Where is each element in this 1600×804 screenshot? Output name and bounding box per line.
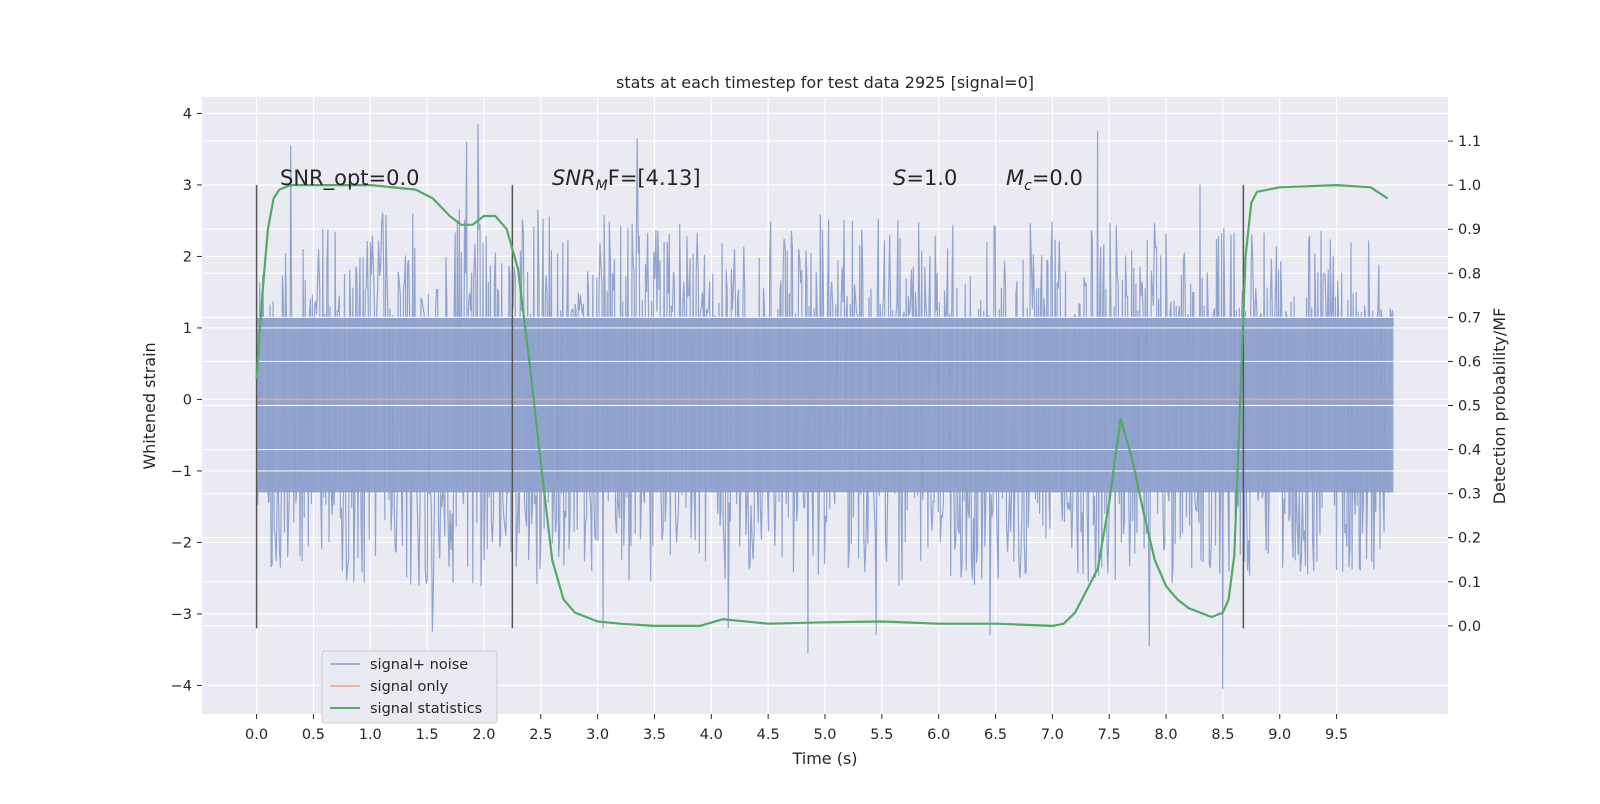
vertical-markers <box>255 184 1245 629</box>
annotation-snr-mf: SNRMF=[4.13] <box>552 166 701 194</box>
annotation-s-italic: S <box>893 166 906 190</box>
signal-statistics-series <box>255 184 1389 627</box>
y-tick-label-left: 2 <box>183 249 192 265</box>
y-tick-label-right: 0.0 <box>1458 619 1481 635</box>
x-tick-label: 2.5 <box>529 727 552 743</box>
annotation-s: S=1.0 <box>893 166 957 190</box>
series-line-signal-statistics <box>255 184 1389 627</box>
x-tick-label: 1.5 <box>416 727 439 743</box>
y-tick-label-right: 0.4 <box>1458 443 1481 459</box>
y-tick-label-right: 0.3 <box>1458 487 1481 503</box>
y-tick-label-right: 0.6 <box>1458 354 1481 370</box>
y-axis-label-left: Whitened strain <box>140 342 159 469</box>
annotation-snr-mf-italic: SNR <box>552 166 596 190</box>
x-tick-label: 4.0 <box>700 727 723 743</box>
annotation-mc-italic: M <box>1006 166 1024 190</box>
x-tick-label: 5.0 <box>813 727 836 743</box>
y-tick-label-right: 0.1 <box>1458 575 1481 591</box>
x-tick-label: 8.0 <box>1155 727 1178 743</box>
x-axis-ticks: 0.0 0.5 1.0 1.5 2.0 2.5 3.0 3.5 4.0 4.5 5.0 5.5 6.0 6… <box>245 714 1348 743</box>
y-tick-label-right: 1.1 <box>1458 134 1481 150</box>
x-axis-label: Time (s) <box>791 749 857 768</box>
x-tick-label: 1.0 <box>359 727 382 743</box>
y-tick-label-left: −4 <box>171 678 192 694</box>
y-tick-label-left: 1 <box>183 321 192 337</box>
y-tick-label-left: −1 <box>171 464 192 480</box>
y-tick-label-right: 0.8 <box>1458 266 1481 282</box>
annotation-snr-mf-rest: F=[4.13] <box>608 166 701 190</box>
chart-title: stats at each timestep for test data 292… <box>616 73 1034 92</box>
y-tick-label-right: 0.9 <box>1458 222 1481 238</box>
legend-box <box>321 650 498 724</box>
legend-label-signal-only: signal only <box>370 679 449 695</box>
x-tick-label: 3.0 <box>586 727 609 743</box>
y-tick-label-right: 0.5 <box>1458 399 1481 415</box>
y-tick-label-left: −2 <box>171 535 192 551</box>
annotation-s-rest: =1.0 <box>906 166 957 190</box>
y-tick-label-left: 0 <box>183 392 192 408</box>
y-tick-label-right: 1.0 <box>1458 178 1481 194</box>
signal-noise-series <box>256 124 1394 690</box>
annotation-mc-sub: c <box>1024 178 1032 194</box>
x-tick-label: 6.0 <box>927 727 950 743</box>
x-tick-label: 0.0 <box>245 727 268 743</box>
x-tick-label: 7.0 <box>1041 727 1064 743</box>
x-tick-label: 9.0 <box>1268 727 1291 743</box>
x-tick-label: 7.5 <box>1098 727 1121 743</box>
left-y-axis-ticks: −4 −3 −2 −1 0 1 2 3 4 <box>171 106 202 694</box>
annotation-snr-opt: SNR_opt=0.0 <box>280 166 420 191</box>
legend-label-signal-statistics: signal statistics <box>370 701 482 717</box>
x-tick-label: 6.5 <box>984 727 1007 743</box>
y-tick-label-left: 3 <box>183 178 192 194</box>
y-axis-label-right: Detection probability/MF <box>1490 308 1509 505</box>
annotation-mc-rest: =0.0 <box>1032 166 1083 190</box>
y-tick-label-right: 0.2 <box>1458 531 1481 547</box>
annotation-mc: Mc=0.0 <box>1006 166 1083 194</box>
x-tick-label: 2.0 <box>472 727 495 743</box>
x-tick-label: 3.5 <box>643 727 666 743</box>
x-tick-label: 4.5 <box>757 727 780 743</box>
y-tick-label-right: 0.7 <box>1458 310 1481 326</box>
x-tick-label: 5.5 <box>870 727 893 743</box>
y-tick-label-left: 4 <box>183 106 192 122</box>
x-tick-label: 0.5 <box>302 727 325 743</box>
legend-label-signal-noise: signal+ noise <box>370 657 468 673</box>
right-y-axis-ticks: 0.0 0.1 0.2 0.3 0.4 0.5 0.6 0.7 0.8 0.9 1.0 1.1 <box>1448 134 1481 635</box>
y-tick-label-left: −3 <box>171 607 192 623</box>
series-line-signal-noise <box>256 124 1394 690</box>
legend: signal+ noise signal only signal statist… <box>321 650 498 724</box>
annotation-snr-mf-sub: M <box>596 178 608 194</box>
x-tick-label: 9.5 <box>1325 727 1348 743</box>
x-tick-label: 8.5 <box>1211 727 1234 743</box>
